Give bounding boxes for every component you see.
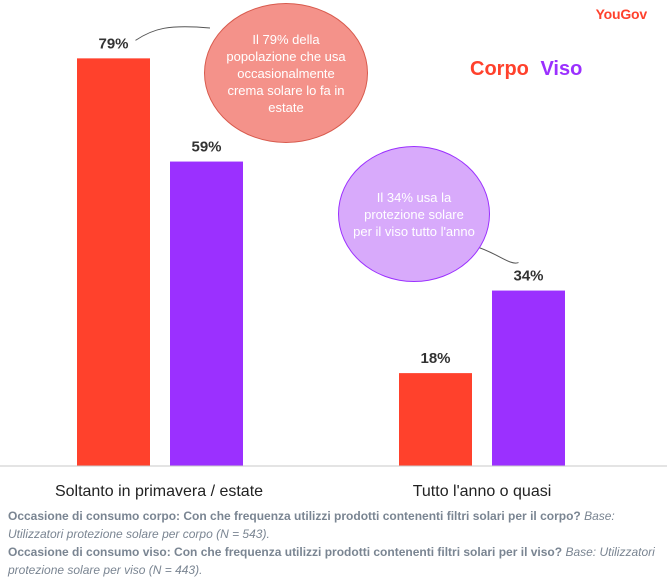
bar-corpo-1 [399, 373, 472, 466]
chart-footnotes: Occasione di consumo corpo: Con che freq… [8, 507, 658, 579]
connector-viso [473, 245, 519, 264]
yougov-logo: YouGov [595, 6, 648, 22]
annotation-text-corpo: Il 79% della popolazione che usa occasio… [226, 31, 346, 115]
data-label-corpo-0: 79% [98, 35, 128, 52]
category-label-1: Tutto l'anno o quasi [413, 483, 552, 500]
bar-corpo-0 [77, 58, 150, 467]
annotation-bubble-corpo: Il 79% della popolazione che usa occasio… [204, 3, 368, 143]
connector-corpo [135, 26, 211, 41]
category-labels: Soltanto in primavera / estate Tutto l'an… [55, 483, 551, 500]
bar-viso-0 [170, 161, 243, 466]
footnote-viso-label: Occasione di consumo viso [8, 545, 167, 559]
bar-chart: 79% 18% 59% 34% Soltanto in primavera / est… [0, 26, 667, 500]
footnote-corpo-base: Base: Utilizzatori protezione solare per… [8, 509, 615, 541]
category-label-0: Soltanto in primavera / estate [55, 483, 263, 500]
footnote-viso-base: Base: Utilizzatori protezione solare per… [8, 545, 655, 577]
chart-legend: Corpo Viso [470, 58, 588, 81]
footnote-corpo: Occasione di consumo corpo: Con che freq… [8, 507, 658, 543]
legend-corpo: Corpo [470, 58, 529, 80]
footnote-viso-question: : Con che frequenza utilizzi prodotti co… [166, 545, 563, 559]
annotation-text-viso: Il 34% usa la protezione solare per il v… [353, 189, 475, 239]
footnote-corpo-question: : Con che frequenza utilizzi prodotti co… [176, 509, 581, 523]
annotation-bubble-viso: Il 34% usa la protezione solare per il v… [338, 146, 490, 282]
bar-viso-1 [492, 290, 565, 466]
data-label-viso-1: 34% [513, 268, 543, 285]
data-labels: 79% 18% 59% 34% [98, 35, 543, 367]
data-label-corpo-1: 18% [420, 350, 450, 367]
data-label-viso-0: 59% [191, 139, 221, 156]
footnote-corpo-label: Occasione di consumo corpo [8, 509, 177, 523]
bars [77, 58, 565, 467]
footnote-viso: Occasione di consumo viso: Con che frequ… [8, 543, 658, 579]
legend-viso: Viso [540, 58, 583, 80]
